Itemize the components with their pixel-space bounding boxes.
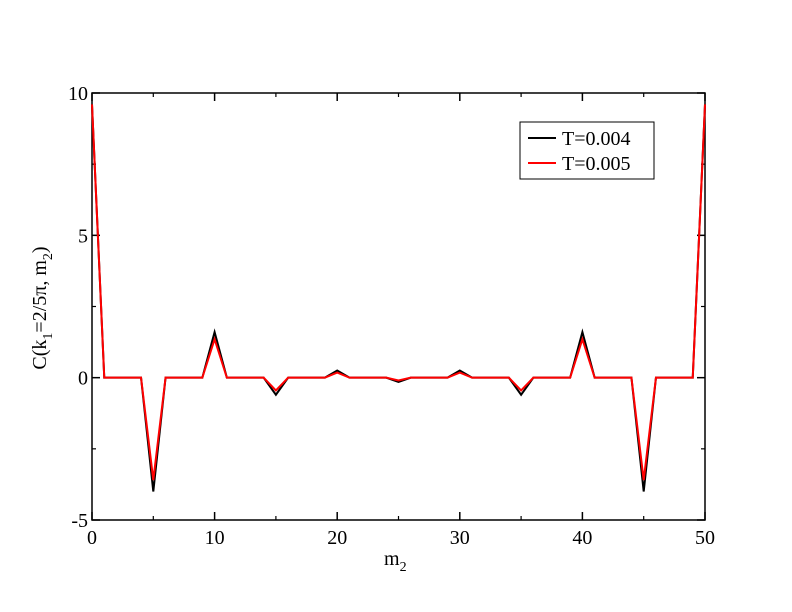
legend-box bbox=[519, 121, 655, 180]
x-tick-label: 0 bbox=[87, 527, 97, 549]
legend-label-t005: T=0.005 bbox=[562, 153, 631, 175]
y-tick-label: 0 bbox=[78, 368, 88, 390]
series-line-T=0.005 bbox=[91, 104, 706, 481]
series-layer bbox=[91, 104, 706, 492]
y-tick-label: 5 bbox=[78, 225, 88, 247]
y-axis-label: C(k1=2/5π, m2) bbox=[29, 246, 56, 369]
x-tick-label: 30 bbox=[450, 527, 470, 549]
x-tick-label: 20 bbox=[327, 527, 347, 549]
legend: T=0.004 T=0.005 bbox=[519, 121, 655, 180]
y-tick-label: 10 bbox=[68, 83, 88, 105]
x-tick-label: 40 bbox=[572, 527, 592, 549]
x-tick-label: 50 bbox=[695, 527, 715, 549]
legend-label-t004: T=0.004 bbox=[562, 128, 631, 150]
x-axis-label: m2 bbox=[384, 548, 407, 575]
y-tick-label: -5 bbox=[71, 510, 88, 532]
x-tick-label: 10 bbox=[205, 527, 225, 549]
